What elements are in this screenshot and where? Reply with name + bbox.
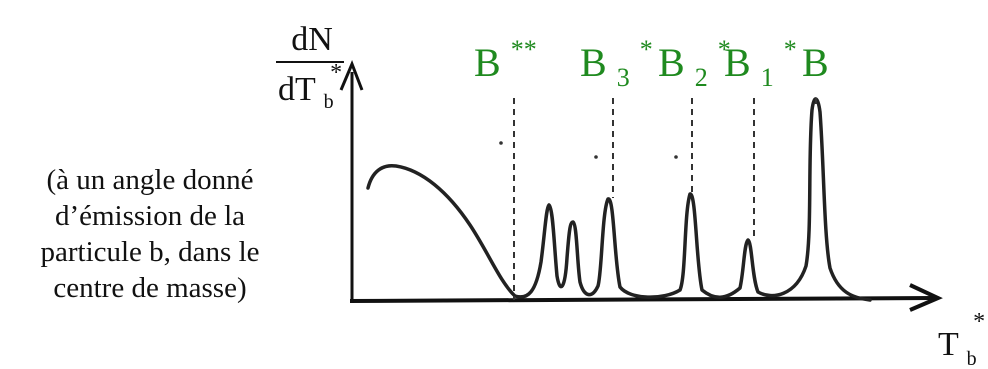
- peak-label-base: B: [658, 40, 685, 85]
- y-axis-label: dN dT b *: [276, 21, 344, 116]
- y-axis-arrowhead: [339, 59, 364, 91]
- peak-label-sub: 1: [761, 63, 774, 92]
- sketch-dot: [594, 155, 598, 159]
- peak-label-b-double-star: B **: [474, 35, 537, 85]
- peak-label-base: B: [802, 40, 829, 85]
- peak-label-b1-star: B 1 *: [724, 35, 797, 95]
- y-axis-label-denominator: dT b *: [278, 60, 342, 116]
- y-denominator-main: dT: [278, 71, 316, 108]
- x-axis-label-sup: *: [973, 309, 985, 335]
- peak-label-base: B: [724, 40, 751, 85]
- x-axis-arrowhead: [909, 283, 943, 312]
- x-axis-label-main: T: [938, 326, 959, 363]
- y-denominator-sub: b: [324, 91, 334, 113]
- peak-label-sup: *: [784, 35, 797, 64]
- y-denominator-sup: *: [330, 60, 342, 86]
- x-axis-label-sub: b: [967, 348, 977, 369]
- x-axis-label: T b *: [938, 309, 985, 369]
- caption-line: particule b, dans le: [40, 236, 260, 268]
- peak-label-sup: *: [640, 35, 653, 64]
- peak-label-sub: 2: [695, 63, 708, 92]
- peak-label-base: B: [474, 40, 501, 85]
- peak-label-base: B: [580, 40, 607, 85]
- y-axis-label-numerator: dN: [291, 21, 333, 58]
- peak-label-sup: **: [511, 35, 537, 64]
- peak-label-b: B: [802, 40, 829, 85]
- caption-line: (à un angle donné: [46, 164, 254, 196]
- caption-line: d’émission de la: [54, 200, 246, 232]
- sketch-dot: [674, 155, 678, 159]
- x-axis: [349, 296, 936, 303]
- spectrum-curve: [366, 97, 872, 302]
- peak-label-sup: *: [718, 35, 731, 64]
- caption: (à un angle donné d’émission de la parti…: [0, 162, 300, 306]
- sketch-dot: [499, 141, 503, 145]
- caption-line: centre de masse): [53, 272, 247, 304]
- peak-label-b2-star: B 2 *: [658, 35, 731, 95]
- peak-label-sub: 3: [617, 63, 630, 92]
- peak-label-b3-star: B 3 *: [580, 35, 653, 95]
